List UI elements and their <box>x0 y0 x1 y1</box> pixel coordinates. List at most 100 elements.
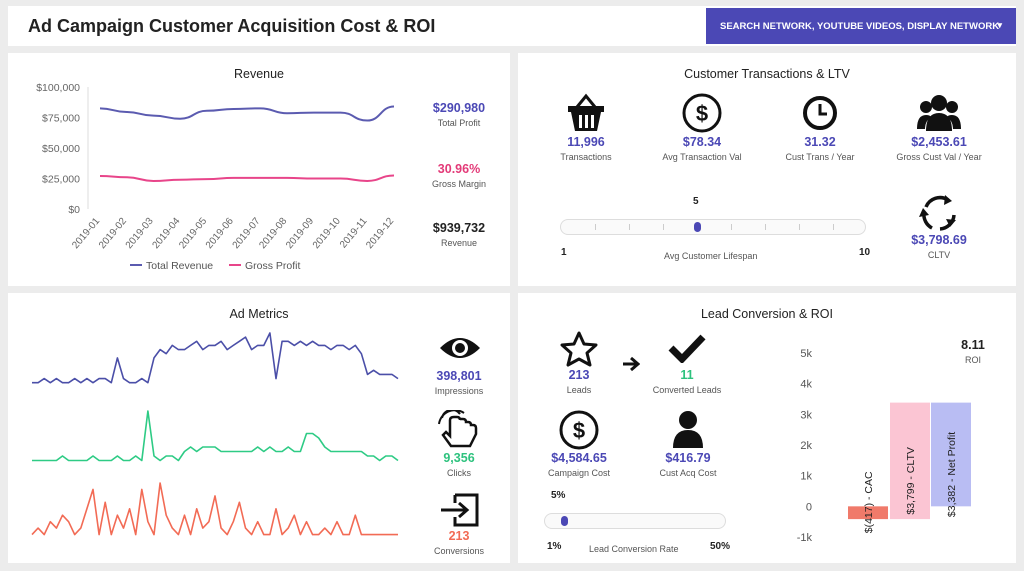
series-line <box>99 105 395 122</box>
y-tick-label: 3k <box>800 409 812 421</box>
bar-cltv <box>890 402 930 520</box>
lifespan-slider-value: 5 <box>693 196 699 207</box>
leads-value: 213 <box>568 368 590 382</box>
gross-cust-val-kpi: $2,453.61 Gross Cust Val / Year <box>884 135 994 162</box>
revenue-panel: Revenue $0 $25,000 $50,000 $75,000 $100,000 2… <box>8 53 510 286</box>
y-tick-label: 2k <box>800 440 812 452</box>
transactions-label: Transactions <box>560 152 612 162</box>
sign-in-icon <box>441 493 479 527</box>
transactions-value: 11,996 <box>567 135 605 149</box>
bar-cac <box>848 506 888 520</box>
dropdown-label: SEARCH NETWORK, YOUTUBE VIDEOS, DISPLAY … <box>720 20 1000 32</box>
converted-leads-value: 11 <box>680 368 694 382</box>
lifespan-slider-min: 1 <box>561 247 567 258</box>
leads-kpi: 213 Leads <box>544 368 614 395</box>
transactions-panel: Customer Transactions & LTV 11,996 Trans… <box>518 53 1016 286</box>
conversion-slider[interactable] <box>544 513 726 529</box>
y-tick-label: 5k <box>800 348 812 360</box>
lifespan-slider[interactable] <box>560 219 866 235</box>
series-line <box>99 174 395 182</box>
dollar-circle-icon: $ <box>559 410 599 450</box>
leads-label: Leads <box>566 385 592 395</box>
impressions-label: Impressions <box>434 386 484 396</box>
dollar-circle-icon: $ <box>682 93 722 133</box>
cust-acq-cost-value: $416.79 <box>665 451 711 465</box>
y-tick-label: 4k <box>800 379 812 391</box>
ad-metrics-panel-title: Ad Metrics <box>229 307 289 321</box>
bar-data-label: $3,382 - Net Profit <box>946 432 958 517</box>
y-tick-label: $50,000 <box>42 143 80 155</box>
y-tick-label: 1k <box>800 471 812 483</box>
bar-data-label: $3,799 - CLTV <box>905 447 917 515</box>
cust-trans-year-kpi: 31.32 Cust Trans / Year <box>775 135 865 162</box>
lead-conversion-panel-title: Lead Conversion & ROI <box>700 307 833 321</box>
x-tick-label: 2019-12 <box>364 216 396 252</box>
y-tick-label: -1k <box>797 532 813 544</box>
revenue-value: $939,732 <box>432 221 486 235</box>
transactions-panel-title: Customer Transactions & LTV <box>684 67 850 81</box>
conversion-slider-max: 50% <box>710 541 731 552</box>
total-profit-label: Total Profit <box>437 118 481 128</box>
y-tick-label: $100,000 <box>36 82 80 94</box>
sparkline-conversions <box>31 482 398 536</box>
header-bar: Ad Campaign Customer Acquisition Cost & … <box>8 6 1016 46</box>
conversion-slider-thumb[interactable] <box>561 516 569 526</box>
converted-leads-kpi: 11 Converted Leads <box>642 368 732 395</box>
campaign-cost-label: Campaign Cost <box>547 468 611 478</box>
lifespan-slider-label: Avg Customer Lifespan <box>664 251 758 261</box>
y-tick-label: $0 <box>68 204 80 216</box>
campaign-network-dropdown[interactable]: SEARCH NETWORK, YOUTUBE VIDEOS, DISPLAY … <box>706 8 1016 44</box>
revenue-label: Revenue <box>440 238 478 248</box>
lifespan-slider-thumb[interactable] <box>694 222 702 232</box>
clicks-label: Clicks <box>447 468 471 478</box>
x-tick-label: 2019-10 <box>311 216 343 252</box>
campaign-cost-kpi: $4,584.65 Campaign Cost <box>534 451 624 478</box>
gross-cust-val-value: $2,453.61 <box>911 135 967 149</box>
cltv-label: CLTV <box>927 250 951 260</box>
pointer-click-icon <box>438 410 478 448</box>
arrow-right-icon <box>623 356 640 372</box>
cust-trans-year-value: 31.32 <box>804 135 836 149</box>
cltv-kpi: $3,798.69 CLTV <box>894 233 984 260</box>
y-tick-label: $75,000 <box>42 113 80 125</box>
impressions-value: 398,801 <box>436 369 482 383</box>
cust-trans-year-label: Cust Trans / Year <box>785 152 855 162</box>
clock-icon <box>803 96 837 130</box>
gross-margin-value: 30.96% <box>437 162 481 176</box>
roi-waterfall-chart: -1k 0 1k 2k 3k 4k 5k $(417) - CAC $3,799 - CLTV $… <box>797 348 971 544</box>
campaign-cost-value: $4,584.65 <box>551 451 607 465</box>
total-profit-value: $290,980 <box>432 101 486 115</box>
impressions-kpi: 398,801 Impressions <box>414 369 504 396</box>
sparkline-impressions <box>31 332 399 384</box>
check-icon <box>668 334 706 363</box>
page-title: Ad Campaign Customer Acquisition Cost & … <box>28 16 436 36</box>
clicks-kpi: 9,356 Clicks <box>414 451 504 478</box>
y-tick-label: $25,000 <box>42 174 80 186</box>
ad-metrics-panel: Ad Metrics 398,801 Impressions 9,356 Cli… <box>8 293 510 563</box>
conversion-slider-min: 1% <box>547 541 562 552</box>
users-icon <box>917 95 961 131</box>
total-profit-kpi: $290,980 Total Profit <box>408 101 510 128</box>
legend-label: Gross Profit <box>245 260 301 272</box>
revenue-line-chart: $0$25,000$50,000$75,000$100,0002019-0120… <box>36 82 396 272</box>
legend-label: Total Revenue <box>146 260 213 272</box>
conversions-kpi: 213 Conversions <box>414 529 504 556</box>
avg-transaction-kpi: $78.34 Avg Transaction Val <box>652 135 752 162</box>
clicks-value: 9,356 <box>443 451 475 465</box>
avg-transaction-value: $78.34 <box>682 135 722 149</box>
conversions-value: 213 <box>448 529 470 543</box>
ad-metrics-sparklines <box>31 332 399 536</box>
roi-label: ROI <box>964 355 981 365</box>
cust-acq-cost-kpi: $416.79 Cust Acq Cost <box>643 451 733 478</box>
svg-text:$: $ <box>573 418 585 443</box>
conversions-label: Conversions <box>433 546 485 556</box>
avg-transaction-label: Avg Transaction Val <box>662 152 742 162</box>
sparkline-clicks <box>32 410 399 462</box>
lead-conversion-panel: Lead Conversion & ROI 213 Leads 11 Conve… <box>518 293 1016 563</box>
gross-margin-label: Gross Margin <box>431 179 486 189</box>
revenue-kpi: $939,732 Revenue <box>408 221 510 248</box>
roi-value: 8.11 <box>961 338 985 352</box>
lifespan-slider-max: 10 <box>859 247 871 258</box>
basket-icon <box>568 93 604 131</box>
converted-leads-label: Converted Leads <box>652 385 722 395</box>
